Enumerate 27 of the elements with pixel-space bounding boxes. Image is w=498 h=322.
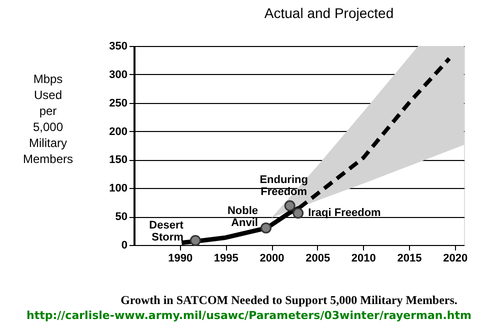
x-tick-label: 2005: [306, 252, 330, 264]
x-tick-label: 2010: [351, 252, 376, 264]
x-tick-label: 2015: [397, 252, 422, 264]
annotation: Enduring Freedom: [260, 174, 308, 198]
y-tick-label: 0: [121, 240, 128, 252]
x-tick-label: 1990: [168, 252, 193, 264]
point: [190, 234, 201, 246]
point: [292, 208, 304, 219]
y-tick-label: 50: [115, 211, 128, 224]
x-tick-label: 1995: [214, 252, 238, 264]
annotation: Noble Anvil: [227, 204, 258, 229]
y-axis-title: Mbps Used per 5,000 Military Members: [22, 72, 74, 166]
y-tick-label: 100: [109, 182, 128, 195]
x-tick-label: 2020: [443, 252, 468, 264]
y-tick-label: 350: [109, 40, 128, 52]
point: [260, 222, 272, 234]
y-tick-label: 200: [109, 126, 128, 138]
text: http://carlisle-www.army.mil/usawc/Parameters/03winter/rayerman.htm: [26, 309, 472, 322]
annotation: Iraqi Freedom: [308, 207, 382, 220]
y-tick-label: 250: [109, 97, 128, 110]
chart-title: Actual and Projected: [264, 5, 394, 21]
y-tick-label: 300: [109, 68, 128, 81]
x-tick-label: 2000: [260, 252, 284, 264]
annotation: Desert Storm: [149, 219, 184, 244]
y-tick-label: 150: [109, 154, 128, 166]
point: [284, 200, 296, 212]
text: Growth in SATCOM Needed to Support 5,000 Military Members.: [120, 293, 458, 307]
